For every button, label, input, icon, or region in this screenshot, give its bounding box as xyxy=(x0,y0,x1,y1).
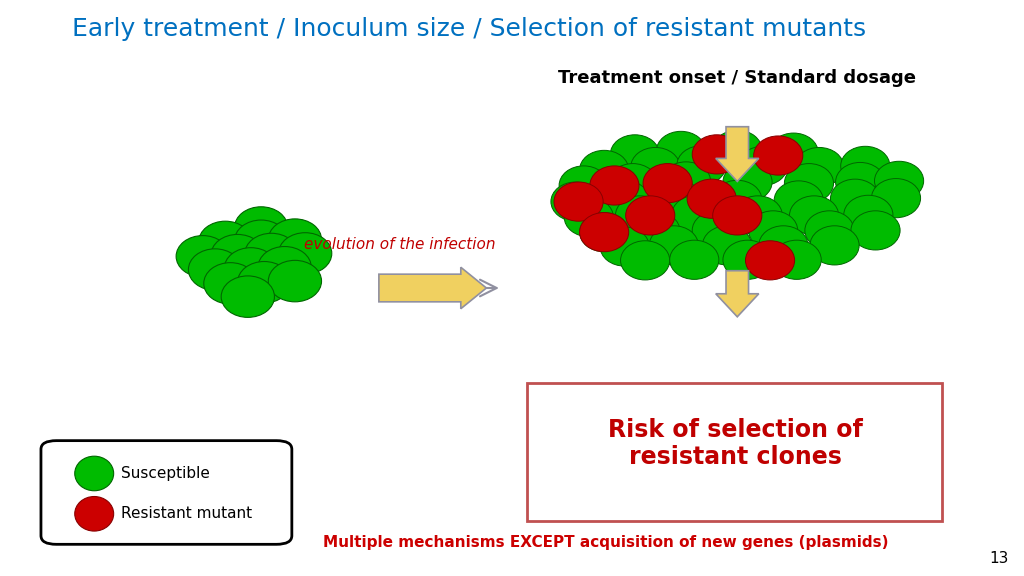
Ellipse shape xyxy=(580,213,629,252)
Ellipse shape xyxy=(795,147,844,187)
Ellipse shape xyxy=(238,262,291,303)
Ellipse shape xyxy=(677,146,726,185)
Ellipse shape xyxy=(268,219,322,260)
Ellipse shape xyxy=(279,233,332,274)
Ellipse shape xyxy=(211,234,264,276)
Text: evolution of the infection: evolution of the infection xyxy=(303,237,496,252)
FancyArrow shape xyxy=(716,127,759,181)
Ellipse shape xyxy=(692,135,741,174)
Ellipse shape xyxy=(662,162,711,201)
Ellipse shape xyxy=(75,497,114,531)
Ellipse shape xyxy=(615,196,665,235)
Ellipse shape xyxy=(759,226,808,265)
Ellipse shape xyxy=(643,164,692,203)
FancyArrow shape xyxy=(379,267,486,309)
Ellipse shape xyxy=(733,196,782,235)
Ellipse shape xyxy=(713,196,762,235)
Ellipse shape xyxy=(176,236,229,277)
Ellipse shape xyxy=(204,263,257,304)
FancyArrow shape xyxy=(716,271,759,317)
Ellipse shape xyxy=(234,220,288,262)
Ellipse shape xyxy=(234,207,288,248)
Text: 13: 13 xyxy=(989,551,1009,566)
Ellipse shape xyxy=(626,196,675,235)
Ellipse shape xyxy=(874,161,924,200)
Ellipse shape xyxy=(551,182,600,221)
Text: Risk of selection of
resistant clones: Risk of selection of resistant clones xyxy=(608,418,862,469)
Ellipse shape xyxy=(713,180,762,219)
Ellipse shape xyxy=(772,240,821,279)
Ellipse shape xyxy=(600,227,649,266)
Ellipse shape xyxy=(221,276,274,317)
Ellipse shape xyxy=(245,233,298,275)
Ellipse shape xyxy=(580,150,629,190)
Ellipse shape xyxy=(258,247,311,288)
Ellipse shape xyxy=(188,249,242,290)
Ellipse shape xyxy=(621,241,670,280)
Ellipse shape xyxy=(723,240,772,279)
Ellipse shape xyxy=(754,136,803,175)
Ellipse shape xyxy=(836,162,885,202)
Ellipse shape xyxy=(805,211,854,250)
Ellipse shape xyxy=(841,146,890,185)
Ellipse shape xyxy=(687,179,736,218)
Ellipse shape xyxy=(199,221,252,263)
Ellipse shape xyxy=(844,195,893,234)
Ellipse shape xyxy=(559,166,608,205)
Ellipse shape xyxy=(590,166,639,205)
Ellipse shape xyxy=(784,164,834,203)
Ellipse shape xyxy=(580,213,629,252)
Ellipse shape xyxy=(851,211,900,250)
Text: Early treatment / Inoculum size / Selection of resistant mutants: Early treatment / Inoculum size / Select… xyxy=(72,17,866,41)
FancyBboxPatch shape xyxy=(527,383,942,521)
Ellipse shape xyxy=(564,198,613,237)
Ellipse shape xyxy=(810,226,859,265)
Ellipse shape xyxy=(713,130,762,169)
Text: Susceptible: Susceptible xyxy=(121,466,210,481)
Ellipse shape xyxy=(610,135,659,174)
Ellipse shape xyxy=(830,179,880,218)
Text: Resistant mutant: Resistant mutant xyxy=(121,506,252,521)
Ellipse shape xyxy=(631,147,680,187)
Ellipse shape xyxy=(692,211,741,250)
Ellipse shape xyxy=(769,133,818,172)
Ellipse shape xyxy=(672,195,721,234)
Ellipse shape xyxy=(75,456,114,491)
Ellipse shape xyxy=(631,211,680,251)
Ellipse shape xyxy=(608,164,657,203)
Ellipse shape xyxy=(656,131,706,170)
Ellipse shape xyxy=(871,179,921,218)
Ellipse shape xyxy=(649,226,698,265)
FancyBboxPatch shape xyxy=(41,441,292,544)
Ellipse shape xyxy=(702,226,752,265)
Ellipse shape xyxy=(600,180,649,219)
Ellipse shape xyxy=(224,248,278,289)
Ellipse shape xyxy=(268,260,322,302)
Ellipse shape xyxy=(749,211,798,250)
Ellipse shape xyxy=(745,241,795,280)
Text: Multiple mechanisms EXCEPT acquisition of new genes (plasmids): Multiple mechanisms EXCEPT acquisition o… xyxy=(323,535,888,550)
Ellipse shape xyxy=(651,179,700,218)
Ellipse shape xyxy=(738,146,787,185)
Ellipse shape xyxy=(670,240,719,279)
Ellipse shape xyxy=(723,162,772,202)
Ellipse shape xyxy=(790,196,839,235)
Ellipse shape xyxy=(774,181,823,220)
Text: Treatment onset / Standard dosage: Treatment onset / Standard dosage xyxy=(558,69,916,87)
Ellipse shape xyxy=(554,182,603,221)
